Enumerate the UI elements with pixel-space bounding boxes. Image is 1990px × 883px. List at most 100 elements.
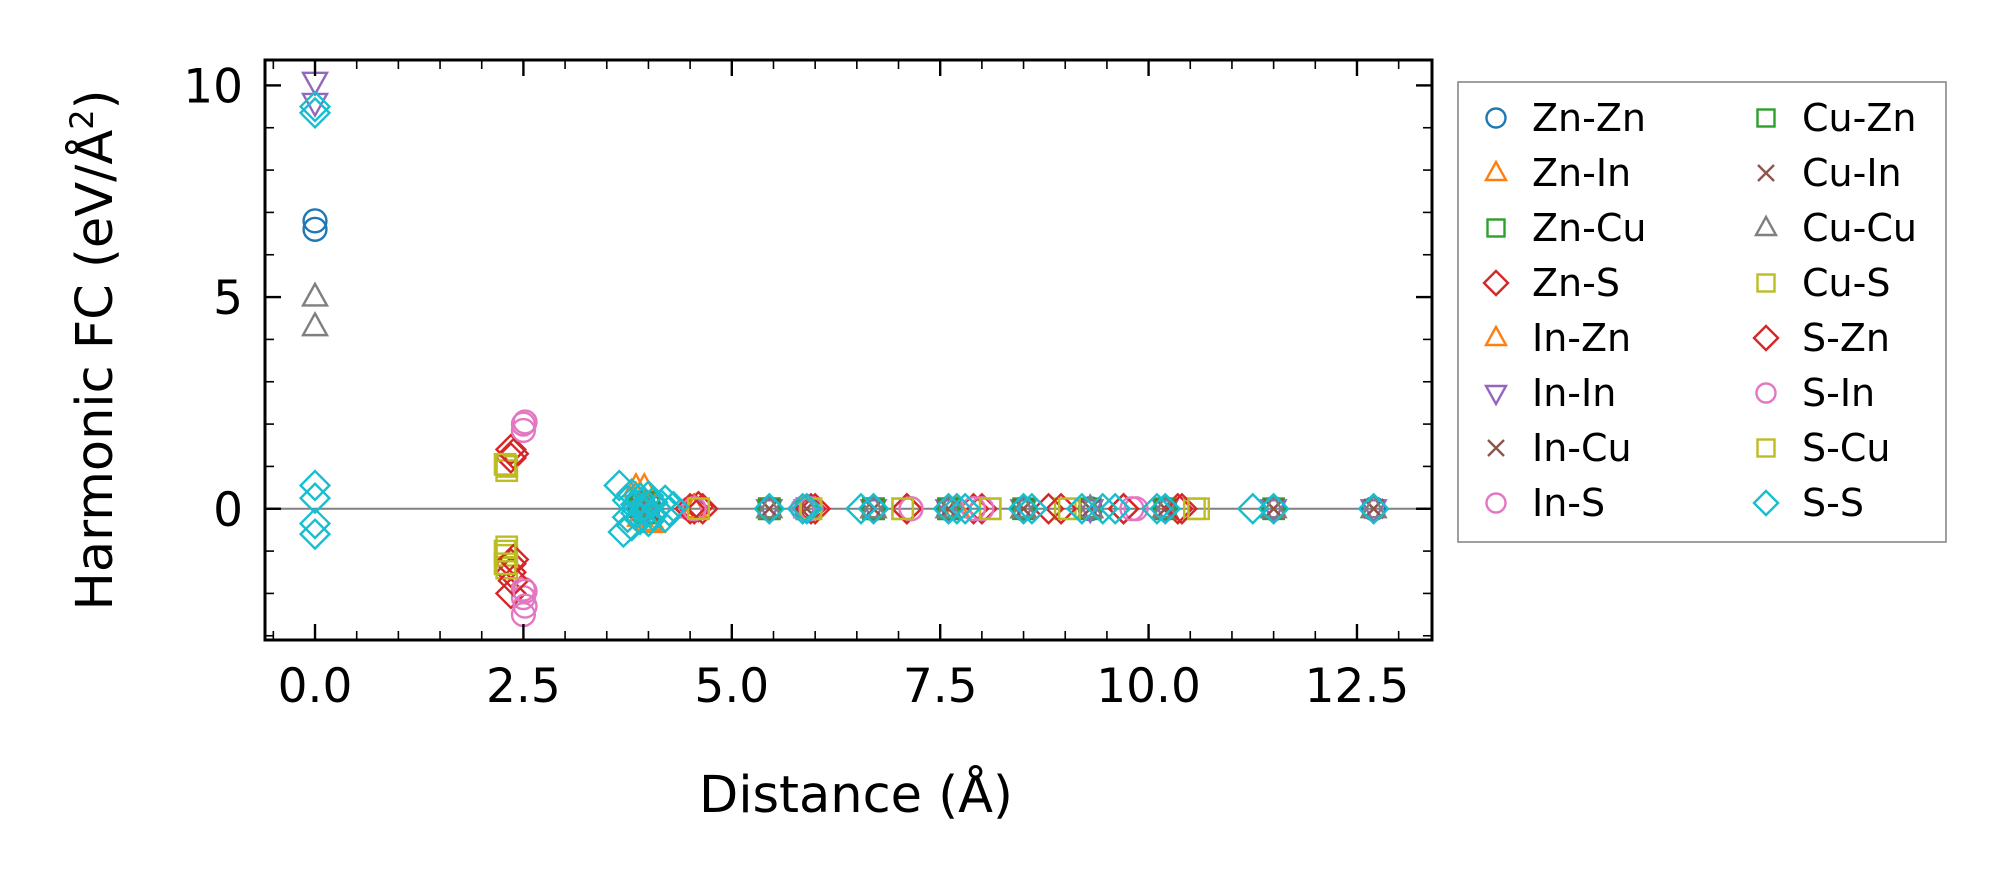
data-point: [1079, 498, 1101, 520]
data-point: [1149, 492, 1182, 525]
data-point: [1009, 493, 1038, 519]
data-point: [298, 90, 332, 123]
data-point: [1257, 492, 1290, 525]
data-point: [1359, 499, 1388, 525]
data-point: [632, 479, 665, 513]
data-point: [298, 518, 332, 551]
data-point: [494, 433, 528, 466]
data-point: [755, 493, 784, 519]
legend-label: Zn-S: [1532, 261, 1620, 305]
data-point: [862, 497, 885, 521]
legend-marker: [1483, 384, 1509, 407]
y-axis-label: Harmonic FC (eV/Å2): [63, 90, 125, 611]
data-point: [495, 556, 519, 580]
legend-marker: [1482, 269, 1510, 297]
legend-item: Zn-Zn: [1485, 96, 1646, 140]
legend-label: Cu-Zn: [1802, 96, 1916, 140]
legend-item: Zn-Cu: [1486, 206, 1646, 250]
legend-marker: [1483, 324, 1509, 347]
data-point: [1057, 497, 1081, 521]
data-point: [300, 311, 330, 337]
data-point: [937, 497, 960, 521]
data-point: [302, 216, 328, 242]
legend-marker: [1753, 214, 1779, 237]
legend-label: Zn-In: [1532, 151, 1631, 195]
legend-item: Zn-In: [1483, 151, 1631, 195]
data-point: [300, 281, 330, 307]
data-point: [1262, 497, 1286, 521]
data-point: [298, 469, 332, 502]
legend-label: In-Zn: [1532, 316, 1631, 360]
series-cu-cu: [300, 281, 1388, 519]
data-point: [1015, 492, 1048, 525]
x-axis-label: Distance (Å): [699, 763, 1013, 825]
data-point: [603, 469, 636, 502]
data-point: [512, 409, 538, 435]
data-point: [1009, 499, 1038, 525]
data-point: [844, 492, 878, 525]
y-axis-label-end: ): [66, 90, 125, 110]
data-point: [512, 578, 538, 604]
legend-marker: [1483, 159, 1509, 182]
data-point: [497, 437, 530, 470]
data-point: [687, 497, 710, 521]
legend-item: Zn-S: [1482, 261, 1620, 305]
data-point: [757, 497, 781, 521]
data-point: [298, 482, 332, 515]
legend-marker: [1485, 107, 1507, 129]
legend-marker: [1755, 382, 1777, 404]
data-point: [949, 492, 982, 525]
legend-label: S-In: [1802, 371, 1875, 415]
legend-marker: [1756, 108, 1776, 128]
data-point: [1187, 497, 1211, 521]
series-zn-zn: [302, 208, 1387, 524]
data-point: [1012, 497, 1035, 521]
data-point: [298, 507, 332, 540]
legend-marker: [1752, 489, 1780, 517]
legend-item: S-In: [1755, 371, 1875, 415]
data-point: [940, 492, 973, 525]
data-point: [493, 539, 517, 563]
data-point: [1259, 493, 1288, 519]
data-point: [649, 484, 682, 517]
data-point: [859, 499, 888, 525]
data-point: [512, 593, 538, 619]
legend-item: Cu-In: [1757, 151, 1902, 195]
legend-item: Cu-Zn: [1756, 96, 1916, 140]
x-tick-label: 10.0: [1096, 659, 1201, 714]
data-point: [786, 492, 819, 525]
legend-marker: [1757, 164, 1775, 182]
legend-item: S-Zn: [1752, 316, 1890, 360]
legend-label: Zn-Zn: [1532, 96, 1646, 140]
series-zn-s: [494, 433, 1194, 610]
data-point: [857, 492, 890, 525]
data-point: [1086, 492, 1119, 525]
data-point: [891, 497, 915, 521]
data-point: [799, 492, 832, 525]
data-point: [1076, 499, 1105, 525]
y-tick-label: 10: [183, 59, 243, 114]
legend-item: S-Cu: [1756, 426, 1890, 470]
legend-label: In-Cu: [1532, 426, 1632, 470]
x-tick-label: 12.5: [1305, 659, 1410, 714]
legend-label: In-S: [1532, 481, 1605, 525]
legend-item: In-Cu: [1487, 426, 1632, 470]
y-tick-label: 0: [213, 483, 243, 538]
legend-label: Cu-Cu: [1802, 206, 1917, 250]
data-point: [859, 493, 888, 519]
data-point: [657, 490, 690, 523]
legend-marker: [1486, 218, 1506, 238]
legend-label: S-S: [1802, 481, 1864, 525]
legend-frame: [1457, 81, 1947, 543]
y-tick-label: 5: [213, 271, 243, 326]
legend-marker: [1485, 492, 1507, 514]
data-point: [674, 492, 707, 525]
data-point: [753, 492, 786, 525]
data-point: [790, 492, 823, 525]
legend-item: In-In: [1483, 371, 1616, 415]
data-point: [493, 552, 517, 576]
legend-item: S-S: [1752, 481, 1864, 525]
legend-label: In-In: [1532, 371, 1616, 415]
plot-area: [265, 71, 1432, 628]
axes: 0.0 2.5 5.0 7.5 10.0 12.5 0 5 10: [183, 58, 1434, 714]
